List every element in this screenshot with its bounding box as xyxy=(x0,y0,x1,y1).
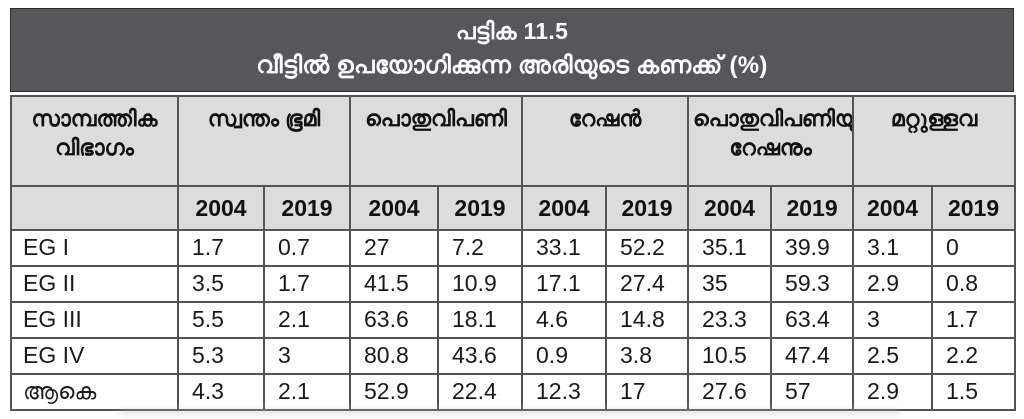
table-11-5: പട്ടിക 11.5 വീട്ടിൽ ഉപയോഗിക്കുന്ന അരിയുട… xyxy=(10,8,1017,411)
column-group-others: മറ്റുള്ളവ xyxy=(852,95,1017,187)
table-cell: 59.3 xyxy=(770,265,855,303)
table-row-eg-3: EG III 5.5 2.1 63.6 18.1 4.6 14.8 23.3 6… xyxy=(10,301,1017,339)
table-row-eg-2: EG II 3.5 1.7 41.5 10.9 17.1 27.4 35 59.… xyxy=(10,265,1017,303)
table-cell: 57 xyxy=(770,373,855,411)
column-header-category: സാമ്പത്തിക വിഭാഗം xyxy=(10,95,179,187)
year-header: 2004 xyxy=(177,185,265,231)
year-header-blank xyxy=(10,185,179,231)
table-cell: 2.5 xyxy=(852,337,934,375)
table-cell: 5.5 xyxy=(177,301,265,339)
table-cell: 17 xyxy=(605,373,690,411)
table-cell: 3.1 xyxy=(852,229,934,267)
table-row-eg-4: EG IV 5.3 3 80.8 43.6 0.9 3.8 10.5 47.4 … xyxy=(10,337,1017,375)
table-cell: 52.9 xyxy=(349,373,439,411)
table-cell: 3 xyxy=(852,301,934,339)
header-year-row: 2004 2019 2004 2019 2004 2019 2004 2019 … xyxy=(10,185,1017,231)
table-cell: 41.5 xyxy=(349,265,439,303)
row-label: EG III xyxy=(10,301,179,339)
table-cell: 0.7 xyxy=(263,229,351,267)
table-title: വീട്ടിൽ ഉപയോഗിക്കുന്ന അരിയുടെ കണക്ക് (%) xyxy=(256,52,768,79)
table-cell: 7.2 xyxy=(436,229,524,267)
table-cell: 2.1 xyxy=(263,373,351,411)
table-cell: 3.5 xyxy=(177,265,265,303)
table-cell: 80.8 xyxy=(349,337,439,375)
table-cell: 1.7 xyxy=(263,265,351,303)
table-cell: 10.9 xyxy=(436,265,524,303)
table-cell: 22.4 xyxy=(436,373,524,411)
table-cell: 35 xyxy=(687,265,773,303)
table-cell: 52.2 xyxy=(605,229,690,267)
table-cell: 3 xyxy=(263,337,351,375)
year-header: 2019 xyxy=(605,185,690,231)
table-cell: 4.6 xyxy=(521,301,608,339)
year-header: 2019 xyxy=(931,185,1017,231)
year-header: 2019 xyxy=(263,185,351,231)
table-cell: 2.2 xyxy=(931,337,1017,375)
column-group-own-land: സ്വന്തം ഭൂമി xyxy=(177,95,351,187)
row-label: EG I xyxy=(10,229,179,267)
table-cell: 27.4 xyxy=(605,265,690,303)
year-header: 2019 xyxy=(436,185,524,231)
table-cell: 2.9 xyxy=(852,265,934,303)
table-cell: 18.1 xyxy=(436,301,524,339)
table-cell: 3.8 xyxy=(605,337,690,375)
row-label: EG IV xyxy=(10,337,179,375)
table-cell: 2.9 xyxy=(852,373,934,411)
column-group-ration: റേഷൻ xyxy=(521,95,690,187)
table-cell: 5.3 xyxy=(177,337,265,375)
year-header: 2004 xyxy=(521,185,608,231)
table-cell: 2.1 xyxy=(263,301,351,339)
table-cell: 27.6 xyxy=(687,373,773,411)
table-number: പട്ടിക 11.5 xyxy=(455,18,569,44)
table-cell: 14.8 xyxy=(605,301,690,339)
table-cell: 23.3 xyxy=(687,301,773,339)
table-cell: 12.3 xyxy=(521,373,608,411)
year-header: 2004 xyxy=(349,185,439,231)
year-header: 2004 xyxy=(852,185,934,231)
table-cell: 0.8 xyxy=(931,265,1017,303)
table-cell: 39.9 xyxy=(770,229,855,267)
table-cell: 33.1 xyxy=(521,229,608,267)
year-header: 2004 xyxy=(687,185,773,231)
data-table: സാമ്പത്തിക വിഭാഗം സ്വന്തം ഭൂമി പൊതുവിപണി… xyxy=(10,95,1017,411)
row-label: ആകെ xyxy=(10,373,179,411)
table-cell: 0.9 xyxy=(521,337,608,375)
table-cell: 1.7 xyxy=(931,301,1017,339)
table-cell: 63.6 xyxy=(349,301,439,339)
table-cell: 27 xyxy=(349,229,439,267)
table-cell: 43.6 xyxy=(436,337,524,375)
table-cell: 10.5 xyxy=(687,337,773,375)
year-header: 2019 xyxy=(770,185,855,231)
table-cell: 17.1 xyxy=(521,265,608,303)
table-cell: 1.7 xyxy=(177,229,265,267)
header-group-row: സാമ്പത്തിക വിഭാഗം സ്വന്തം ഭൂമി പൊതുവിപണി… xyxy=(10,95,1017,187)
table-row-eg-1: EG I 1.7 0.7 27 7.2 33.1 52.2 35.1 39.9 … xyxy=(10,229,1017,267)
row-label: EG II xyxy=(10,265,179,303)
table-cell: 47.4 xyxy=(770,337,855,375)
table-title-bar: പട്ടിക 11.5 വീട്ടിൽ ഉപയോഗിക്കുന്ന അരിയുട… xyxy=(10,8,1014,92)
table-cell: 1.5 xyxy=(931,373,1017,411)
table-cell: 63.4 xyxy=(770,301,855,339)
column-group-market-and-ration: പൊതുവിപണിയും റേഷനും xyxy=(687,95,855,187)
scan-artifact xyxy=(120,409,900,415)
table-row-total: ആകെ 4.3 2.1 52.9 22.4 12.3 17 27.6 57 2.… xyxy=(10,373,1017,411)
table-cell: 4.3 xyxy=(177,373,265,411)
table-cell: 0 xyxy=(931,229,1017,267)
column-group-open-market: പൊതുവിപണി xyxy=(348,95,524,187)
table-cell: 35.1 xyxy=(687,229,773,267)
